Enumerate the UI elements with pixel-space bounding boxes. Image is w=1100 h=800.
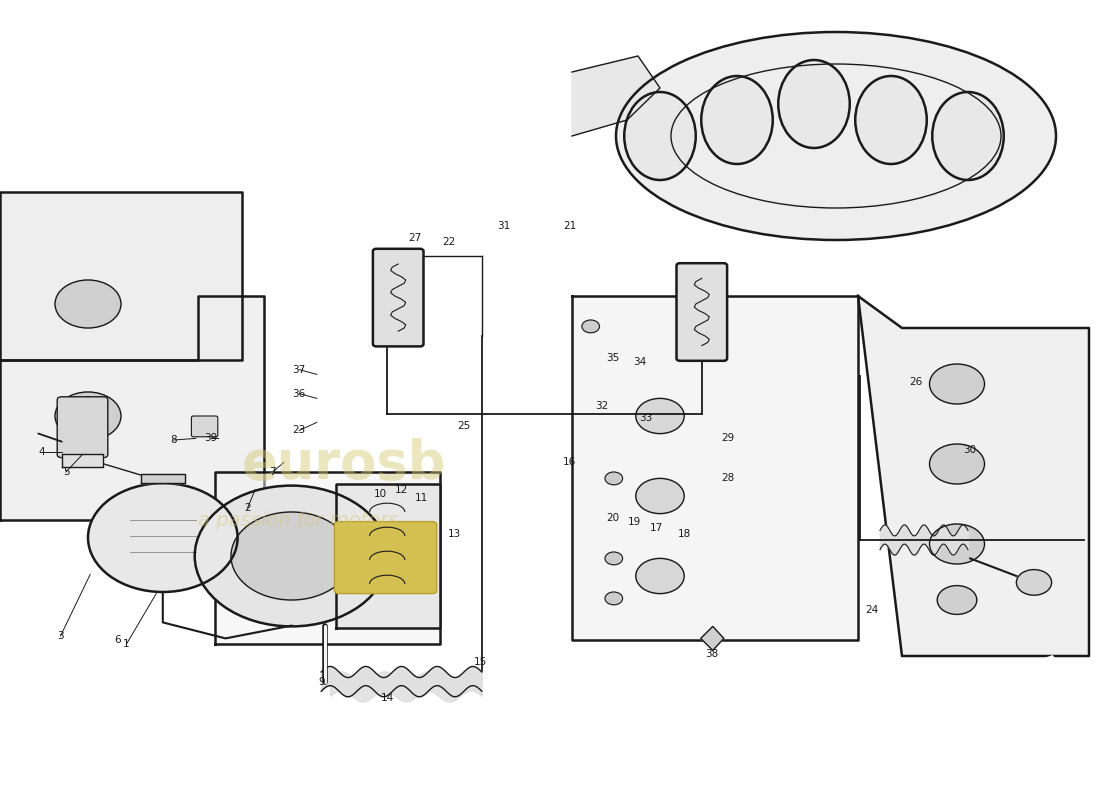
Text: 11: 11 — [415, 494, 428, 503]
Polygon shape — [141, 474, 185, 483]
Circle shape — [636, 478, 684, 514]
Circle shape — [636, 398, 684, 434]
Text: 14: 14 — [381, 693, 394, 702]
Circle shape — [605, 552, 623, 565]
Text: 4: 4 — [39, 447, 45, 457]
Text: 22: 22 — [442, 237, 455, 246]
Text: 9: 9 — [318, 677, 324, 686]
Ellipse shape — [779, 60, 849, 148]
Text: 7: 7 — [270, 467, 276, 477]
Ellipse shape — [702, 76, 772, 164]
Polygon shape — [62, 454, 103, 467]
Circle shape — [231, 512, 352, 600]
Circle shape — [930, 524, 984, 564]
Text: 17: 17 — [650, 523, 663, 533]
Ellipse shape — [616, 32, 1056, 240]
Text: 38: 38 — [705, 650, 718, 659]
Text: 3: 3 — [57, 631, 64, 641]
Polygon shape — [214, 472, 440, 644]
FancyBboxPatch shape — [676, 263, 727, 361]
Text: 26: 26 — [910, 378, 923, 387]
Circle shape — [937, 586, 977, 614]
Text: 19: 19 — [628, 517, 641, 526]
Text: 5: 5 — [63, 467, 69, 477]
Circle shape — [55, 392, 121, 440]
Ellipse shape — [625, 92, 695, 180]
Circle shape — [636, 558, 684, 594]
Ellipse shape — [933, 92, 1003, 180]
Text: 15: 15 — [474, 658, 487, 667]
Text: 39: 39 — [205, 434, 218, 443]
FancyBboxPatch shape — [334, 522, 437, 594]
Text: 23: 23 — [293, 426, 306, 435]
Polygon shape — [0, 192, 242, 360]
Polygon shape — [0, 296, 264, 576]
Text: 28: 28 — [722, 474, 735, 483]
FancyBboxPatch shape — [373, 249, 424, 346]
Text: 16: 16 — [563, 458, 576, 467]
Text: 36: 36 — [293, 389, 306, 398]
Text: a passion for motors: a passion for motors — [198, 510, 398, 530]
Text: 32: 32 — [595, 402, 608, 411]
Text: 27: 27 — [408, 234, 421, 243]
Text: 29: 29 — [722, 434, 735, 443]
Text: 24: 24 — [866, 605, 879, 614]
Text: 18: 18 — [678, 530, 691, 539]
Text: 31: 31 — [497, 221, 510, 230]
Text: 25: 25 — [458, 421, 471, 430]
Text: 10: 10 — [374, 490, 387, 499]
Circle shape — [1016, 570, 1052, 595]
Text: 37: 37 — [293, 365, 306, 374]
Circle shape — [195, 486, 388, 626]
Circle shape — [88, 483, 238, 592]
FancyBboxPatch shape — [191, 416, 218, 437]
Text: 20: 20 — [606, 513, 619, 522]
Text: 33: 33 — [639, 414, 652, 423]
Text: 1: 1 — [123, 639, 130, 649]
Circle shape — [605, 472, 623, 485]
FancyBboxPatch shape — [57, 397, 108, 458]
Circle shape — [605, 592, 623, 605]
Circle shape — [55, 280, 121, 328]
Text: 2: 2 — [244, 503, 251, 513]
Ellipse shape — [856, 76, 927, 164]
Polygon shape — [336, 484, 440, 628]
Circle shape — [930, 444, 984, 484]
Text: eurosb: eurosb — [242, 438, 447, 490]
Text: 12: 12 — [395, 485, 408, 494]
Text: 8: 8 — [170, 435, 177, 445]
Polygon shape — [572, 56, 660, 136]
Text: 21: 21 — [563, 221, 576, 230]
Polygon shape — [572, 296, 858, 640]
Circle shape — [930, 364, 984, 404]
Circle shape — [582, 320, 600, 333]
Polygon shape — [701, 626, 724, 650]
Polygon shape — [858, 296, 1089, 656]
Text: 6: 6 — [114, 635, 121, 645]
Text: 30: 30 — [964, 445, 977, 454]
Text: 35: 35 — [606, 354, 619, 363]
Text: 13: 13 — [448, 530, 461, 539]
FancyArrow shape — [920, 657, 1077, 739]
Text: 34: 34 — [634, 357, 647, 366]
